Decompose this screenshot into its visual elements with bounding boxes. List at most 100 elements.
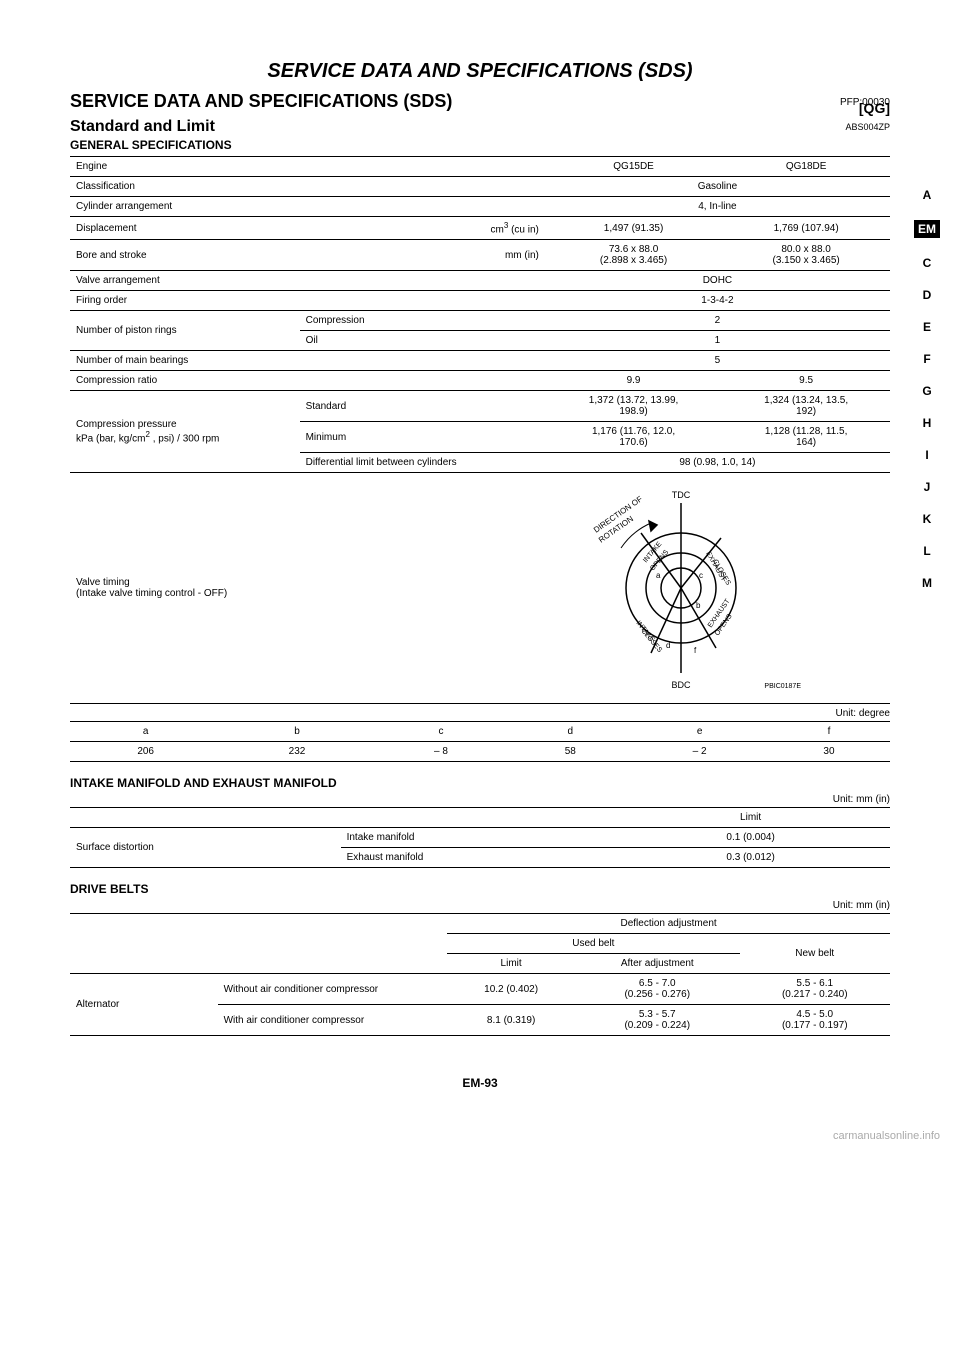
cell-press-diff-val: 98 (0.98, 1.0, 14) bbox=[545, 453, 890, 473]
cell-engine-qg15: QG15DE bbox=[545, 157, 722, 177]
intake-blank2 bbox=[341, 808, 612, 828]
intake-table: Limit Surface distortion Intake manifold… bbox=[70, 807, 890, 868]
cell-press-std: Standard bbox=[300, 391, 545, 422]
diagram-code: PBIC0187E bbox=[765, 683, 802, 690]
sub-code: ABS004ZP bbox=[845, 118, 890, 132]
subtitle-row: ABS004ZP Standard and Limit bbox=[70, 118, 890, 136]
belts-after: After adjustment bbox=[575, 954, 739, 974]
deg-v-c: – 8 bbox=[373, 742, 510, 762]
nav-m: M bbox=[914, 576, 940, 590]
general-spec-table: Engine QG15DE QG18DE Classification Gaso… bbox=[70, 156, 890, 704]
cell-press-label: Compression pressurekPa (bar, kg/cm2 , p… bbox=[70, 391, 300, 473]
intake-surface: Surface distortion bbox=[70, 828, 341, 868]
belts-limit: Limit bbox=[447, 954, 575, 974]
belts-without-ac: Without air conditioner compressor bbox=[218, 974, 448, 1005]
belts-without-after: 6.5 - 7.0(0.256 - 0.276) bbox=[575, 974, 739, 1005]
cell-press-std-col2: 1,324 (13.24, 13.5,192) bbox=[722, 391, 890, 422]
cell-rings-oil: Oil bbox=[300, 331, 545, 351]
cell-rings-label: Number of piston rings bbox=[70, 311, 300, 351]
nav-e: E bbox=[914, 320, 940, 334]
cell-engine-label: Engine bbox=[70, 157, 545, 177]
belts-deflection: Deflection adjustment bbox=[447, 914, 890, 934]
belts-heading: DRIVE BELTS bbox=[70, 882, 890, 896]
table-row: Number of piston rings Compression 2 bbox=[70, 311, 890, 331]
table-row: Alternator Without air conditioner compr… bbox=[70, 974, 890, 1005]
cell-firing-val: 1-3-4-2 bbox=[545, 291, 890, 311]
nav-f: F bbox=[914, 352, 940, 366]
nav-k: K bbox=[914, 512, 940, 526]
sub-title: Standard and Limit bbox=[70, 118, 890, 136]
valve-timing-diagram: TDC BDC DIRECTION OF ROTATION INTAKE OPE… bbox=[501, 483, 821, 693]
top-right-tag: [QG] bbox=[859, 100, 890, 116]
cell-ratio-col2: 9.5 bbox=[722, 371, 890, 391]
svg-text:d: d bbox=[666, 641, 670, 650]
diagram-tdc: TDC bbox=[672, 490, 691, 500]
exhaust-manifold-label: Exhaust manifold bbox=[341, 848, 612, 868]
cell-main-label: Number of main bearings bbox=[70, 351, 545, 371]
degree-unit: Unit: degree bbox=[70, 708, 890, 719]
cell-press-min-col2: 1,128 (11.28, 11.5,164) bbox=[722, 422, 890, 453]
cell-engine-qg18: QG18DE bbox=[722, 157, 890, 177]
table-row: Valve timing(Intake valve timing control… bbox=[70, 473, 890, 704]
cell-valve-arr-label: Valve arrangement bbox=[70, 271, 545, 291]
table-row: Displacement cm3 (cu in) 1,497 (91.35) 1… bbox=[70, 217, 890, 240]
cell-cyl-label: Cylinder arrangement bbox=[70, 197, 545, 217]
table-row: Number of main bearings 5 bbox=[70, 351, 890, 371]
intake-heading: INTAKE MANIFOLD AND EXHAUST MANIFOLD bbox=[70, 776, 890, 790]
svg-text:c: c bbox=[699, 571, 703, 580]
belts-without-new: 5.5 - 6.1(0.217 - 0.240) bbox=[740, 974, 891, 1005]
cell-ratio-label: Compression ratio bbox=[70, 371, 545, 391]
nav-g: G bbox=[914, 384, 940, 398]
exhaust-manifold-val: 0.3 (0.012) bbox=[611, 848, 890, 868]
deg-h-b: b bbox=[221, 722, 372, 742]
intake-blank bbox=[70, 808, 341, 828]
cell-disp-col2: 1,769 (107.94) bbox=[722, 217, 890, 240]
deg-v-d: 58 bbox=[509, 742, 631, 762]
nav-d: D bbox=[914, 288, 940, 302]
belts-used: Used belt bbox=[447, 934, 739, 954]
deg-h-d: d bbox=[509, 722, 631, 742]
cell-press-min: Minimum bbox=[300, 422, 545, 453]
belts-table: Deflection adjustment Used belt New belt… bbox=[70, 913, 890, 1036]
nav-a: A bbox=[914, 188, 940, 202]
cell-bore-label: Bore and stroke bbox=[70, 240, 432, 271]
table-row: 206 232 – 8 58 – 2 30 bbox=[70, 742, 890, 762]
table-row: a b c d e f bbox=[70, 722, 890, 742]
table-row: Firing order 1-3-4-2 bbox=[70, 291, 890, 311]
section-header-row: PFP:00030 SERVICE DATA AND SPECIFICATION… bbox=[70, 91, 890, 112]
belts-with-after: 5.3 - 5.7(0.209 - 0.224) bbox=[575, 1005, 739, 1036]
diagram-bdc: BDC bbox=[672, 680, 692, 690]
page: SERVICE DATA AND SPECIFICATIONS (SDS) [Q… bbox=[0, 0, 960, 1130]
cell-press-diff: Differential limit between cylinders bbox=[300, 453, 545, 473]
table-row: Compression pressurekPa (bar, kg/cm2 , p… bbox=[70, 391, 890, 422]
nav-i: I bbox=[914, 448, 940, 462]
table-row: Compression ratio 9.9 9.5 bbox=[70, 371, 890, 391]
belts-new: New belt bbox=[740, 934, 891, 974]
table-row: Deflection adjustment bbox=[70, 914, 890, 934]
cell-disp-label: Displacement bbox=[70, 217, 432, 240]
degree-table: a b c d e f 206 232 – 8 58 – 2 30 bbox=[70, 721, 890, 762]
cell-rings-comp: Compression bbox=[300, 311, 545, 331]
watermark: carmanualsonline.info bbox=[0, 1130, 960, 1152]
cell-disp-unit: cm3 (cu in) bbox=[432, 217, 545, 240]
valve-timing-diagram-cell: TDC BDC DIRECTION OF ROTATION INTAKE OPE… bbox=[432, 473, 890, 704]
cell-press-min-col1: 1,176 (11.76, 12.0,170.6) bbox=[545, 422, 722, 453]
intake-manifold-label: Intake manifold bbox=[341, 828, 612, 848]
table-row: Valve arrangement DOHC bbox=[70, 271, 890, 291]
belts-with-ac: With air conditioner compressor bbox=[218, 1005, 448, 1036]
cell-valve-arr-val: DOHC bbox=[545, 271, 890, 291]
table-row: Cylinder arrangement 4, In-line bbox=[70, 197, 890, 217]
intake-manifold-val: 0.1 (0.004) bbox=[611, 828, 890, 848]
belts-with-new: 4.5 - 5.0(0.177 - 0.197) bbox=[740, 1005, 891, 1036]
nav-h: H bbox=[914, 416, 940, 430]
svg-text:CLOSES: CLOSES bbox=[711, 559, 731, 587]
nav-j: J bbox=[914, 480, 940, 494]
cell-timing-label: Valve timing(Intake valve timing control… bbox=[70, 473, 432, 704]
cell-main-val: 5 bbox=[545, 351, 890, 371]
deg-h-e: e bbox=[631, 722, 768, 742]
belts-alternator: Alternator bbox=[70, 974, 218, 1036]
belts-blank2 bbox=[218, 914, 448, 974]
nav-em: EM bbox=[914, 220, 940, 238]
belts-blank1 bbox=[70, 914, 218, 974]
cell-bore-unit: mm (in) bbox=[432, 240, 545, 271]
